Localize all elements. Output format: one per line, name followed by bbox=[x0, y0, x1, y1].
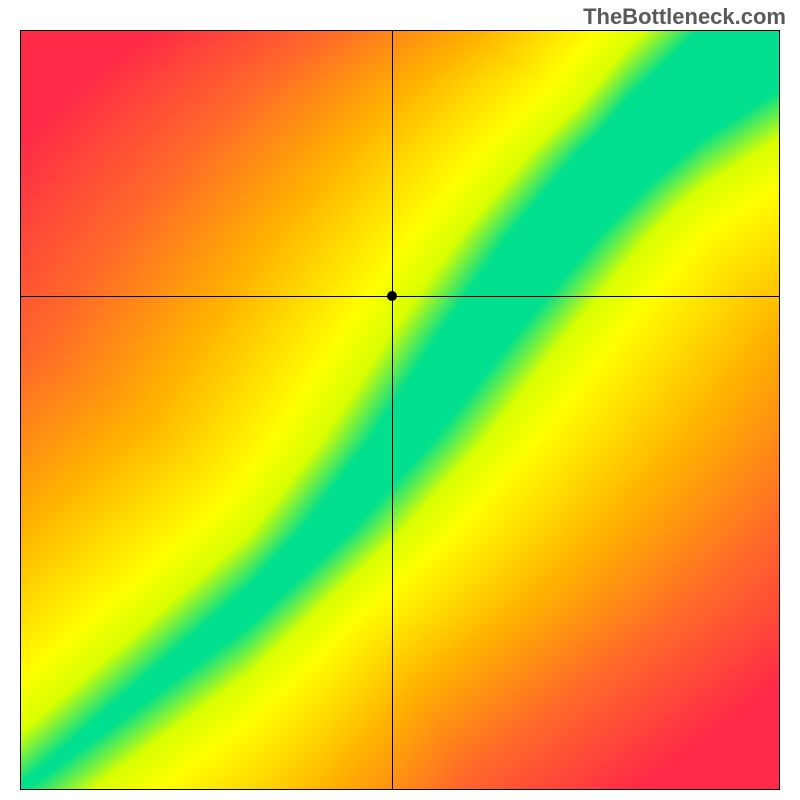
chart-container: TheBottleneck.com bbox=[0, 0, 800, 800]
heatmap-plot bbox=[20, 30, 780, 790]
watermark-text: TheBottleneck.com bbox=[583, 4, 786, 30]
crosshair-vertical bbox=[392, 31, 393, 789]
heatmap-canvas bbox=[21, 31, 779, 789]
crosshair-horizontal bbox=[21, 296, 779, 297]
crosshair-marker bbox=[387, 291, 397, 301]
